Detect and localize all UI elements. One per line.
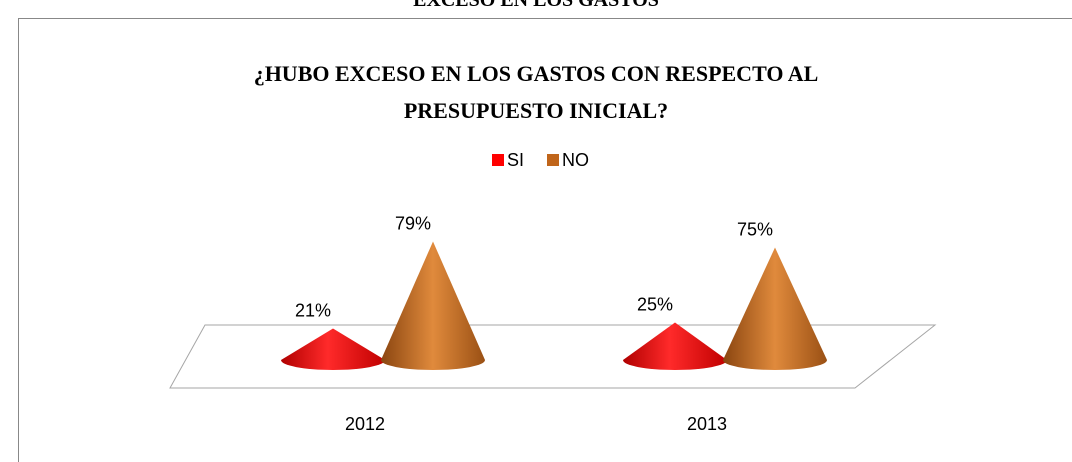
data-label: 25% <box>637 295 673 315</box>
cone <box>623 322 727 370</box>
x-tick-label: 2012 <box>345 414 385 434</box>
chart-title: ¿HUBO EXCESO EN LOS GASTOS CON RESPECTO … <box>254 61 819 86</box>
page-heading: EXCESO EN LOS GASTOS <box>413 0 659 11</box>
cone <box>381 241 485 370</box>
legend-swatch <box>492 154 504 166</box>
legend-swatch <box>547 154 559 166</box>
legend-label: NO <box>562 150 589 170</box>
cone <box>281 328 385 370</box>
x-tick-label: 2013 <box>687 414 727 434</box>
data-label: 75% <box>737 220 773 240</box>
data-label: 21% <box>295 301 331 321</box>
data-label: 79% <box>395 214 431 234</box>
cone <box>723 247 827 370</box>
legend-label: SI <box>507 150 524 170</box>
chart-title: PRESUPUESTO INICIAL? <box>404 98 668 123</box>
chart-frame <box>18 18 1072 462</box>
